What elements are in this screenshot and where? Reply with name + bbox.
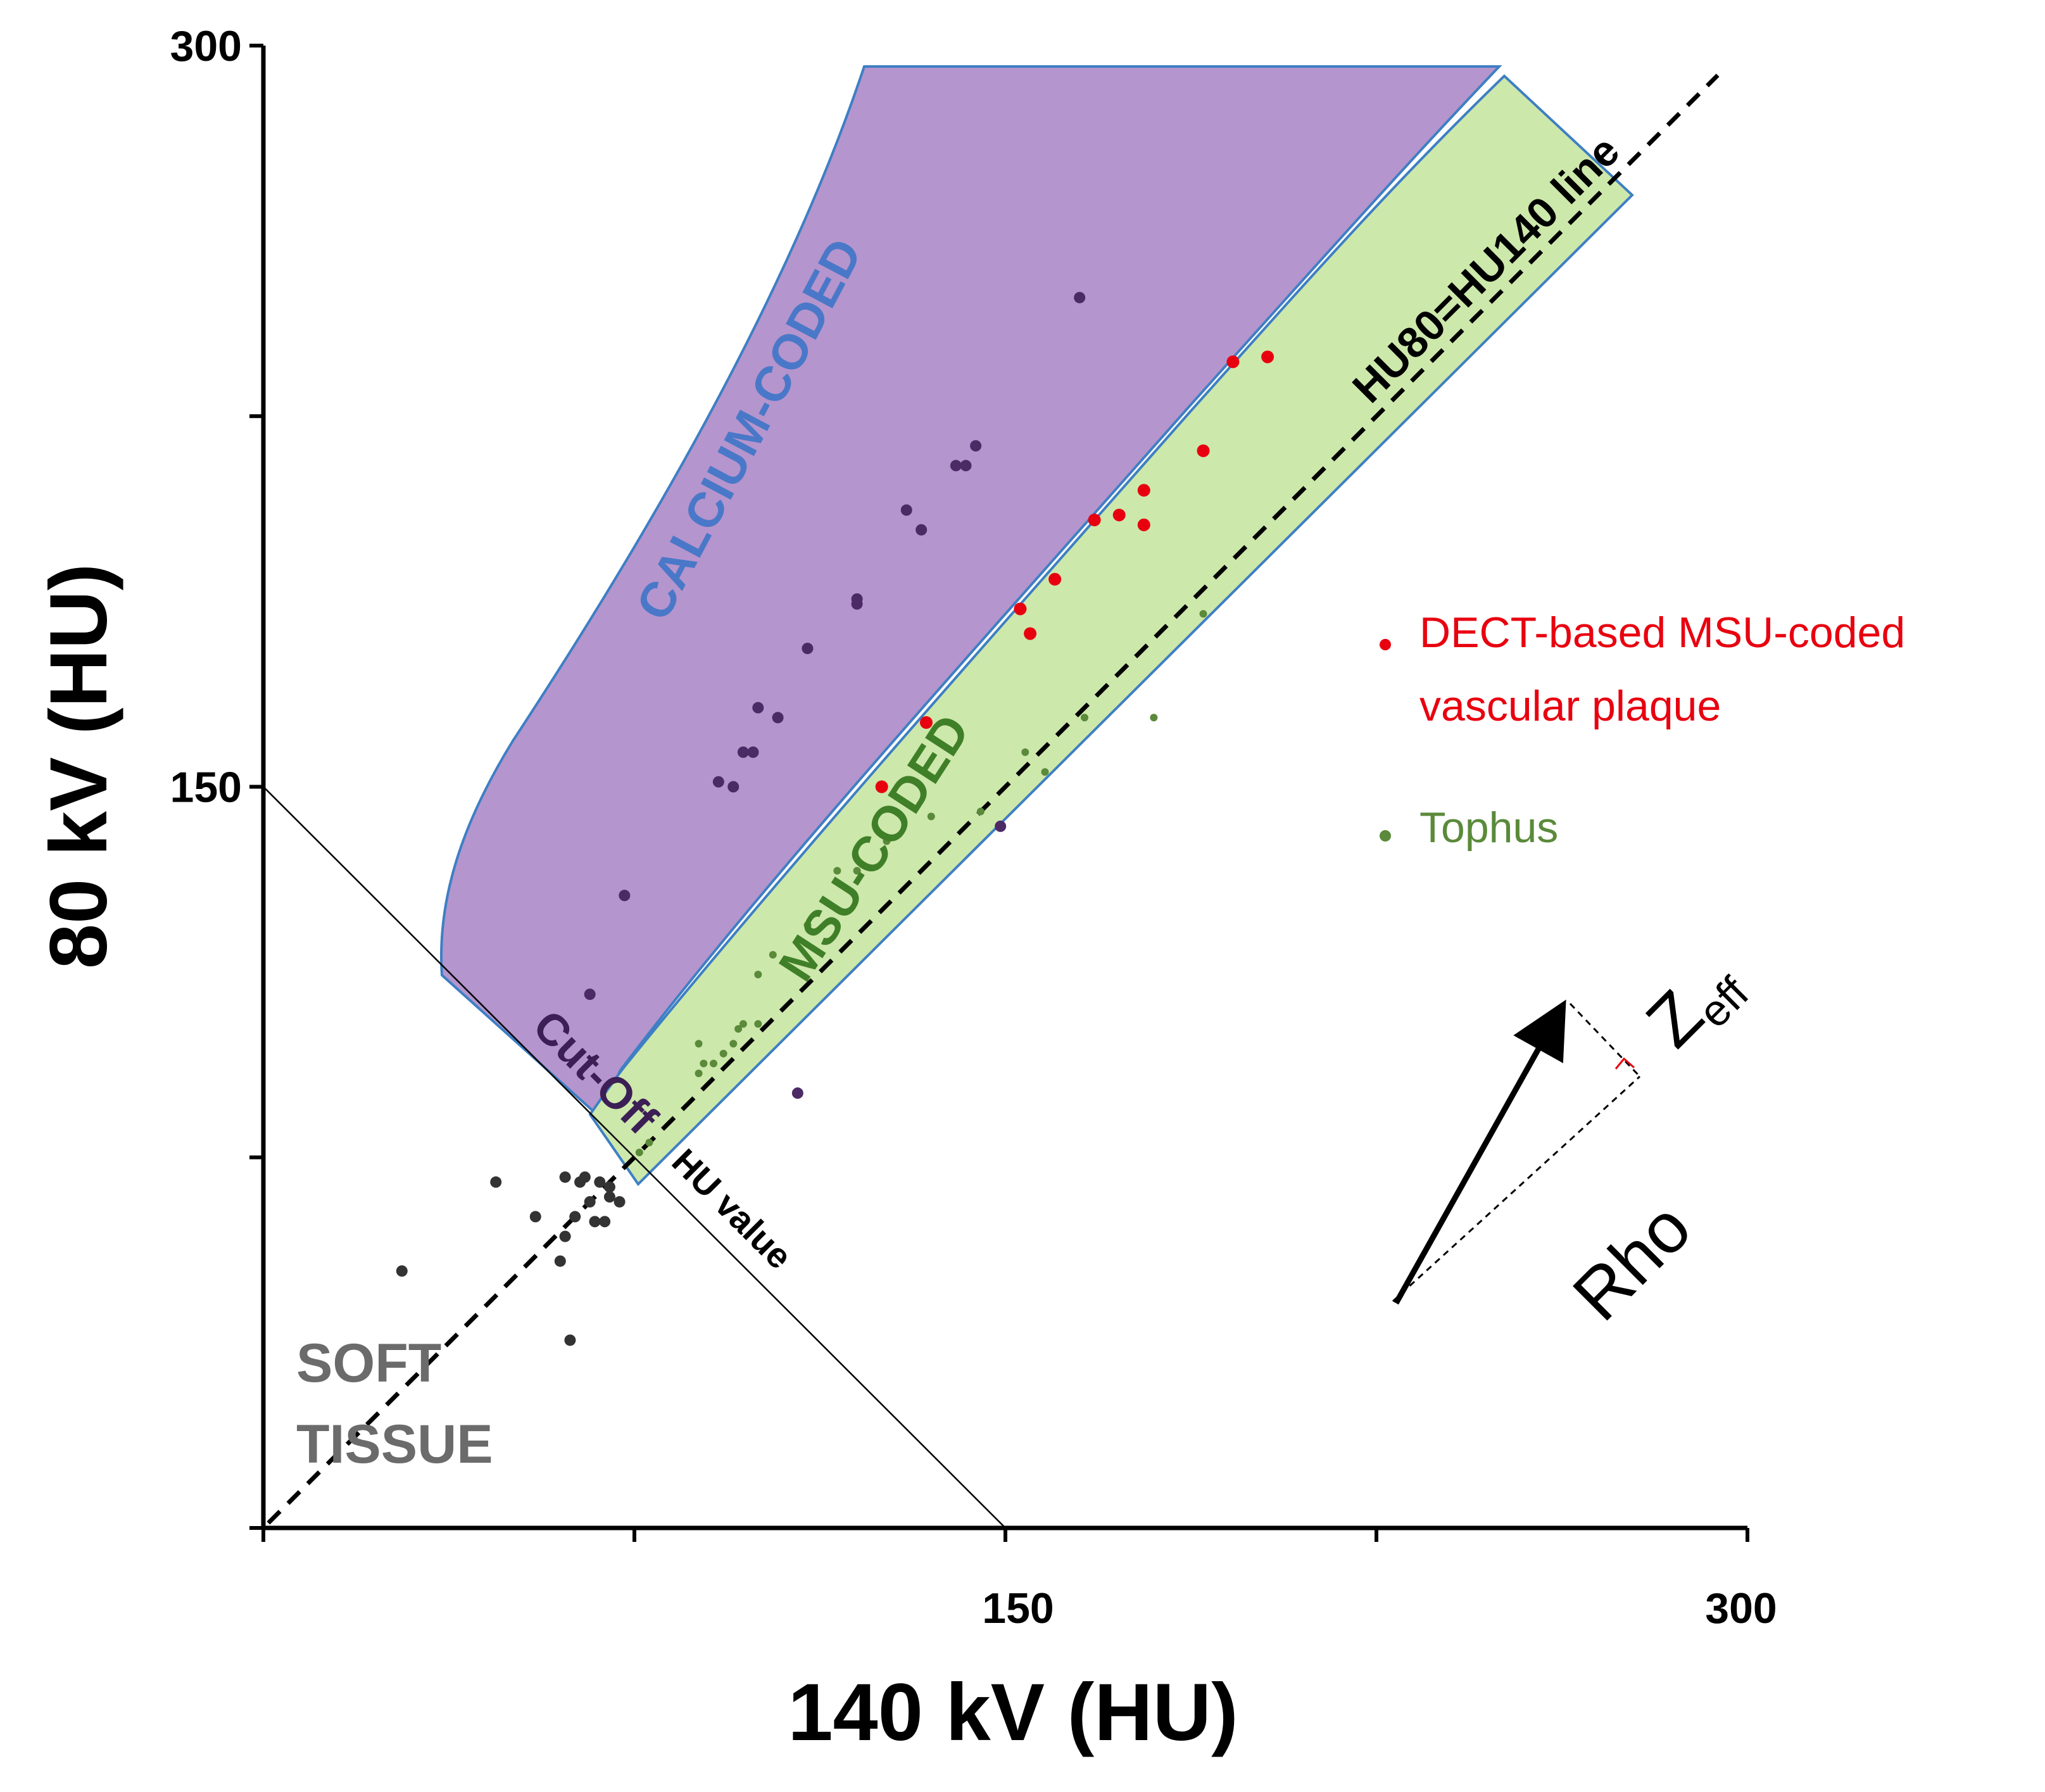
- soft-tissue-point: [396, 1265, 408, 1277]
- dect-based-msu-coded-vascular-plaque-point: [919, 716, 933, 729]
- calcium-point: [727, 781, 739, 793]
- soft-tissue-point: [584, 1196, 596, 1208]
- soft-tissue-point: [529, 1211, 541, 1223]
- tophus-point: [769, 950, 777, 959]
- soft-tissue-point: [569, 1211, 581, 1223]
- soft-tissue-point: [559, 1230, 571, 1242]
- calcium-point: [619, 890, 631, 902]
- tophus-point: [739, 1020, 747, 1028]
- calcium-point: [900, 504, 912, 516]
- zeff-component-line: [1569, 1002, 1641, 1078]
- calcium-point: [737, 746, 749, 758]
- soft-tissue-point: [603, 1181, 615, 1193]
- tophus-point: [1081, 714, 1089, 722]
- calcium-point: [712, 776, 724, 788]
- soft-tissue-point: [564, 1334, 576, 1346]
- result-vector-arrow: [1394, 999, 1566, 1305]
- calcium-point: [772, 712, 784, 724]
- x-axis-title: 140 kV (HU): [788, 1667, 1238, 1758]
- soft-tissue-point: [614, 1196, 626, 1208]
- calcium-point: [960, 460, 972, 472]
- calcium-point: [970, 440, 982, 452]
- y-tick-label-300: 300: [170, 22, 242, 70]
- soft-tissue-point: [490, 1176, 502, 1188]
- tophus-point: [645, 1139, 653, 1147]
- zeff-label: Zeff: [1632, 941, 1758, 1068]
- tophus-point: [1041, 768, 1049, 776]
- legend-label-tophus: Tophus: [1419, 804, 1558, 852]
- legend: DECT-based MSU-coded vascular plaque Top…: [1380, 609, 1905, 852]
- soft-tissue-point: [599, 1216, 611, 1228]
- tophus-point: [927, 812, 935, 821]
- data-points: [396, 291, 1274, 1346]
- calcium-point: [916, 524, 928, 536]
- tophus-point: [1150, 714, 1158, 722]
- dect-based-msu-coded-vascular-plaque-point: [1112, 508, 1126, 522]
- tophus-point: [754, 1020, 762, 1028]
- tophus-point: [853, 867, 861, 875]
- soft-tissue-point: [589, 1216, 601, 1228]
- y-tick-label-150: 150: [170, 764, 242, 812]
- dect-based-msu-coded-vascular-plaque-point: [1048, 572, 1062, 586]
- tophus-point: [976, 807, 985, 816]
- calcium-point: [584, 988, 596, 1000]
- tophus-point: [883, 837, 891, 845]
- soft-tissue-point: [603, 1191, 615, 1203]
- calcium-point: [791, 1087, 803, 1099]
- legend-marker-tophus: [1380, 830, 1391, 842]
- right-angle-marker: [1614, 1057, 1635, 1070]
- tophus-point: [635, 1148, 643, 1156]
- tophus-point: [754, 971, 762, 979]
- dect-based-msu-coded-vascular-plaque-point: [1261, 350, 1274, 363]
- hu80-hu140-diagonal-line: [267, 73, 1720, 1525]
- soft-tissue-label-line1: SOFT: [296, 1333, 441, 1394]
- rho-component-line: [1392, 1075, 1641, 1303]
- soft-tissue-point: [559, 1171, 571, 1183]
- tophus-point: [719, 1049, 727, 1057]
- legend-label-msu-plaque-line2: vascular plaque: [1419, 682, 1721, 730]
- calcium-point: [1074, 291, 1086, 303]
- dect-based-msu-coded-vascular-plaque-point: [1014, 602, 1027, 615]
- dect-based-msu-coded-vascular-plaque-point: [1137, 518, 1150, 531]
- x-tick-label-300: 300: [1705, 1584, 1777, 1632]
- msu-coded-region: [588, 74, 1634, 1187]
- dect-based-msu-coded-vascular-plaque-point: [1024, 627, 1037, 640]
- soft-tissue-label-line2: TISSUE: [296, 1414, 493, 1475]
- tophus-point: [734, 1025, 743, 1033]
- calcium-point: [995, 820, 1007, 832]
- tophus-point: [729, 1040, 738, 1048]
- tophus-point: [695, 1040, 703, 1048]
- tophus-point: [1021, 748, 1029, 756]
- soft-tissue-point: [579, 1171, 591, 1183]
- calcium-coded-region: [440, 65, 1502, 1118]
- calcium-point: [851, 593, 863, 605]
- y-axis-title: 80 kV (HU): [34, 564, 124, 969]
- tophus-point: [803, 921, 812, 929]
- soft-tissue-point: [554, 1255, 566, 1267]
- rho-label: Rho: [1558, 1187, 1706, 1335]
- calcium-point: [950, 460, 962, 472]
- calcium-point: [802, 643, 814, 655]
- tophus-point: [833, 867, 841, 875]
- tophus-point: [1199, 610, 1207, 618]
- dect-based-msu-coded-vascular-plaque-point: [1088, 514, 1101, 527]
- dect-based-msu-coded-vascular-plaque-point: [1226, 355, 1240, 369]
- legend-marker-msu-plaque: [1380, 639, 1391, 650]
- tophus-point: [700, 1059, 708, 1068]
- calcium-point: [747, 746, 759, 758]
- soft-tissue-point: [594, 1176, 606, 1188]
- dect-based-msu-coded-vascular-plaque-point: [1197, 444, 1210, 457]
- legend-label-msu-plaque-line1: DECT-based MSU-coded: [1419, 609, 1905, 657]
- dect-based-msu-coded-vascular-plaque-point: [875, 780, 888, 793]
- tophus-point: [710, 1059, 718, 1068]
- tophus-point: [695, 1070, 703, 1078]
- calcium-point: [752, 702, 764, 714]
- zeff-rho-vector-diagram: Zeff Rho: [1392, 941, 1758, 1335]
- x-tick-label-150: 150: [982, 1584, 1054, 1632]
- dect-based-msu-coded-vascular-plaque-point: [1137, 484, 1150, 497]
